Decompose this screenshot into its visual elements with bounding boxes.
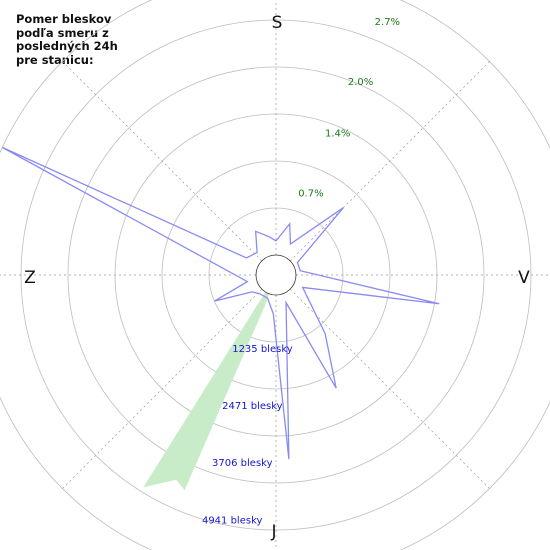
grid-ring xyxy=(67,66,485,484)
chart-title: Pomer bleskov podľa smeru z posledných 2… xyxy=(16,12,146,67)
percent-tick-label: 1.4% xyxy=(325,129,350,140)
labels: S V J Z 0.7% 1.4% 2.0% 2.7% 1235 blesky 2471 … xyxy=(24,13,530,542)
line-layer xyxy=(1,146,440,460)
direction-label-west: Z xyxy=(24,268,36,288)
direction-label-north: S xyxy=(272,13,283,33)
grid-spoke xyxy=(62,288,263,489)
direction-label-east: V xyxy=(518,268,530,288)
count-tick-label: 2471 blesky xyxy=(222,401,283,412)
chart-title-line: posledných 24h xyxy=(16,39,118,53)
grid-spoke xyxy=(289,288,490,489)
count-tick-label: 3706 blesky xyxy=(212,458,273,469)
center-hub xyxy=(255,254,297,296)
grid-spoke xyxy=(62,61,263,262)
count-sector xyxy=(143,275,276,491)
count-tick-label: 1235 blesky xyxy=(232,344,293,355)
count-tick-label: 4941 blesky xyxy=(202,515,263,526)
chart-title-line: podľa smeru z xyxy=(16,25,109,40)
percent-tick-label: 2.0% xyxy=(348,77,373,88)
chart-title-line: pre stanicu: xyxy=(16,52,94,67)
percent-tick-label: 2.7% xyxy=(375,17,400,28)
percent-tick-label: 0.7% xyxy=(298,189,323,200)
grid-ring xyxy=(161,160,391,390)
sector-layer xyxy=(143,275,276,491)
chart-title-line: Pomer bleskov xyxy=(16,12,112,26)
direction-label-south: J xyxy=(270,522,276,542)
lightning-ratio-line xyxy=(1,146,440,460)
grid-spoke xyxy=(289,61,490,262)
